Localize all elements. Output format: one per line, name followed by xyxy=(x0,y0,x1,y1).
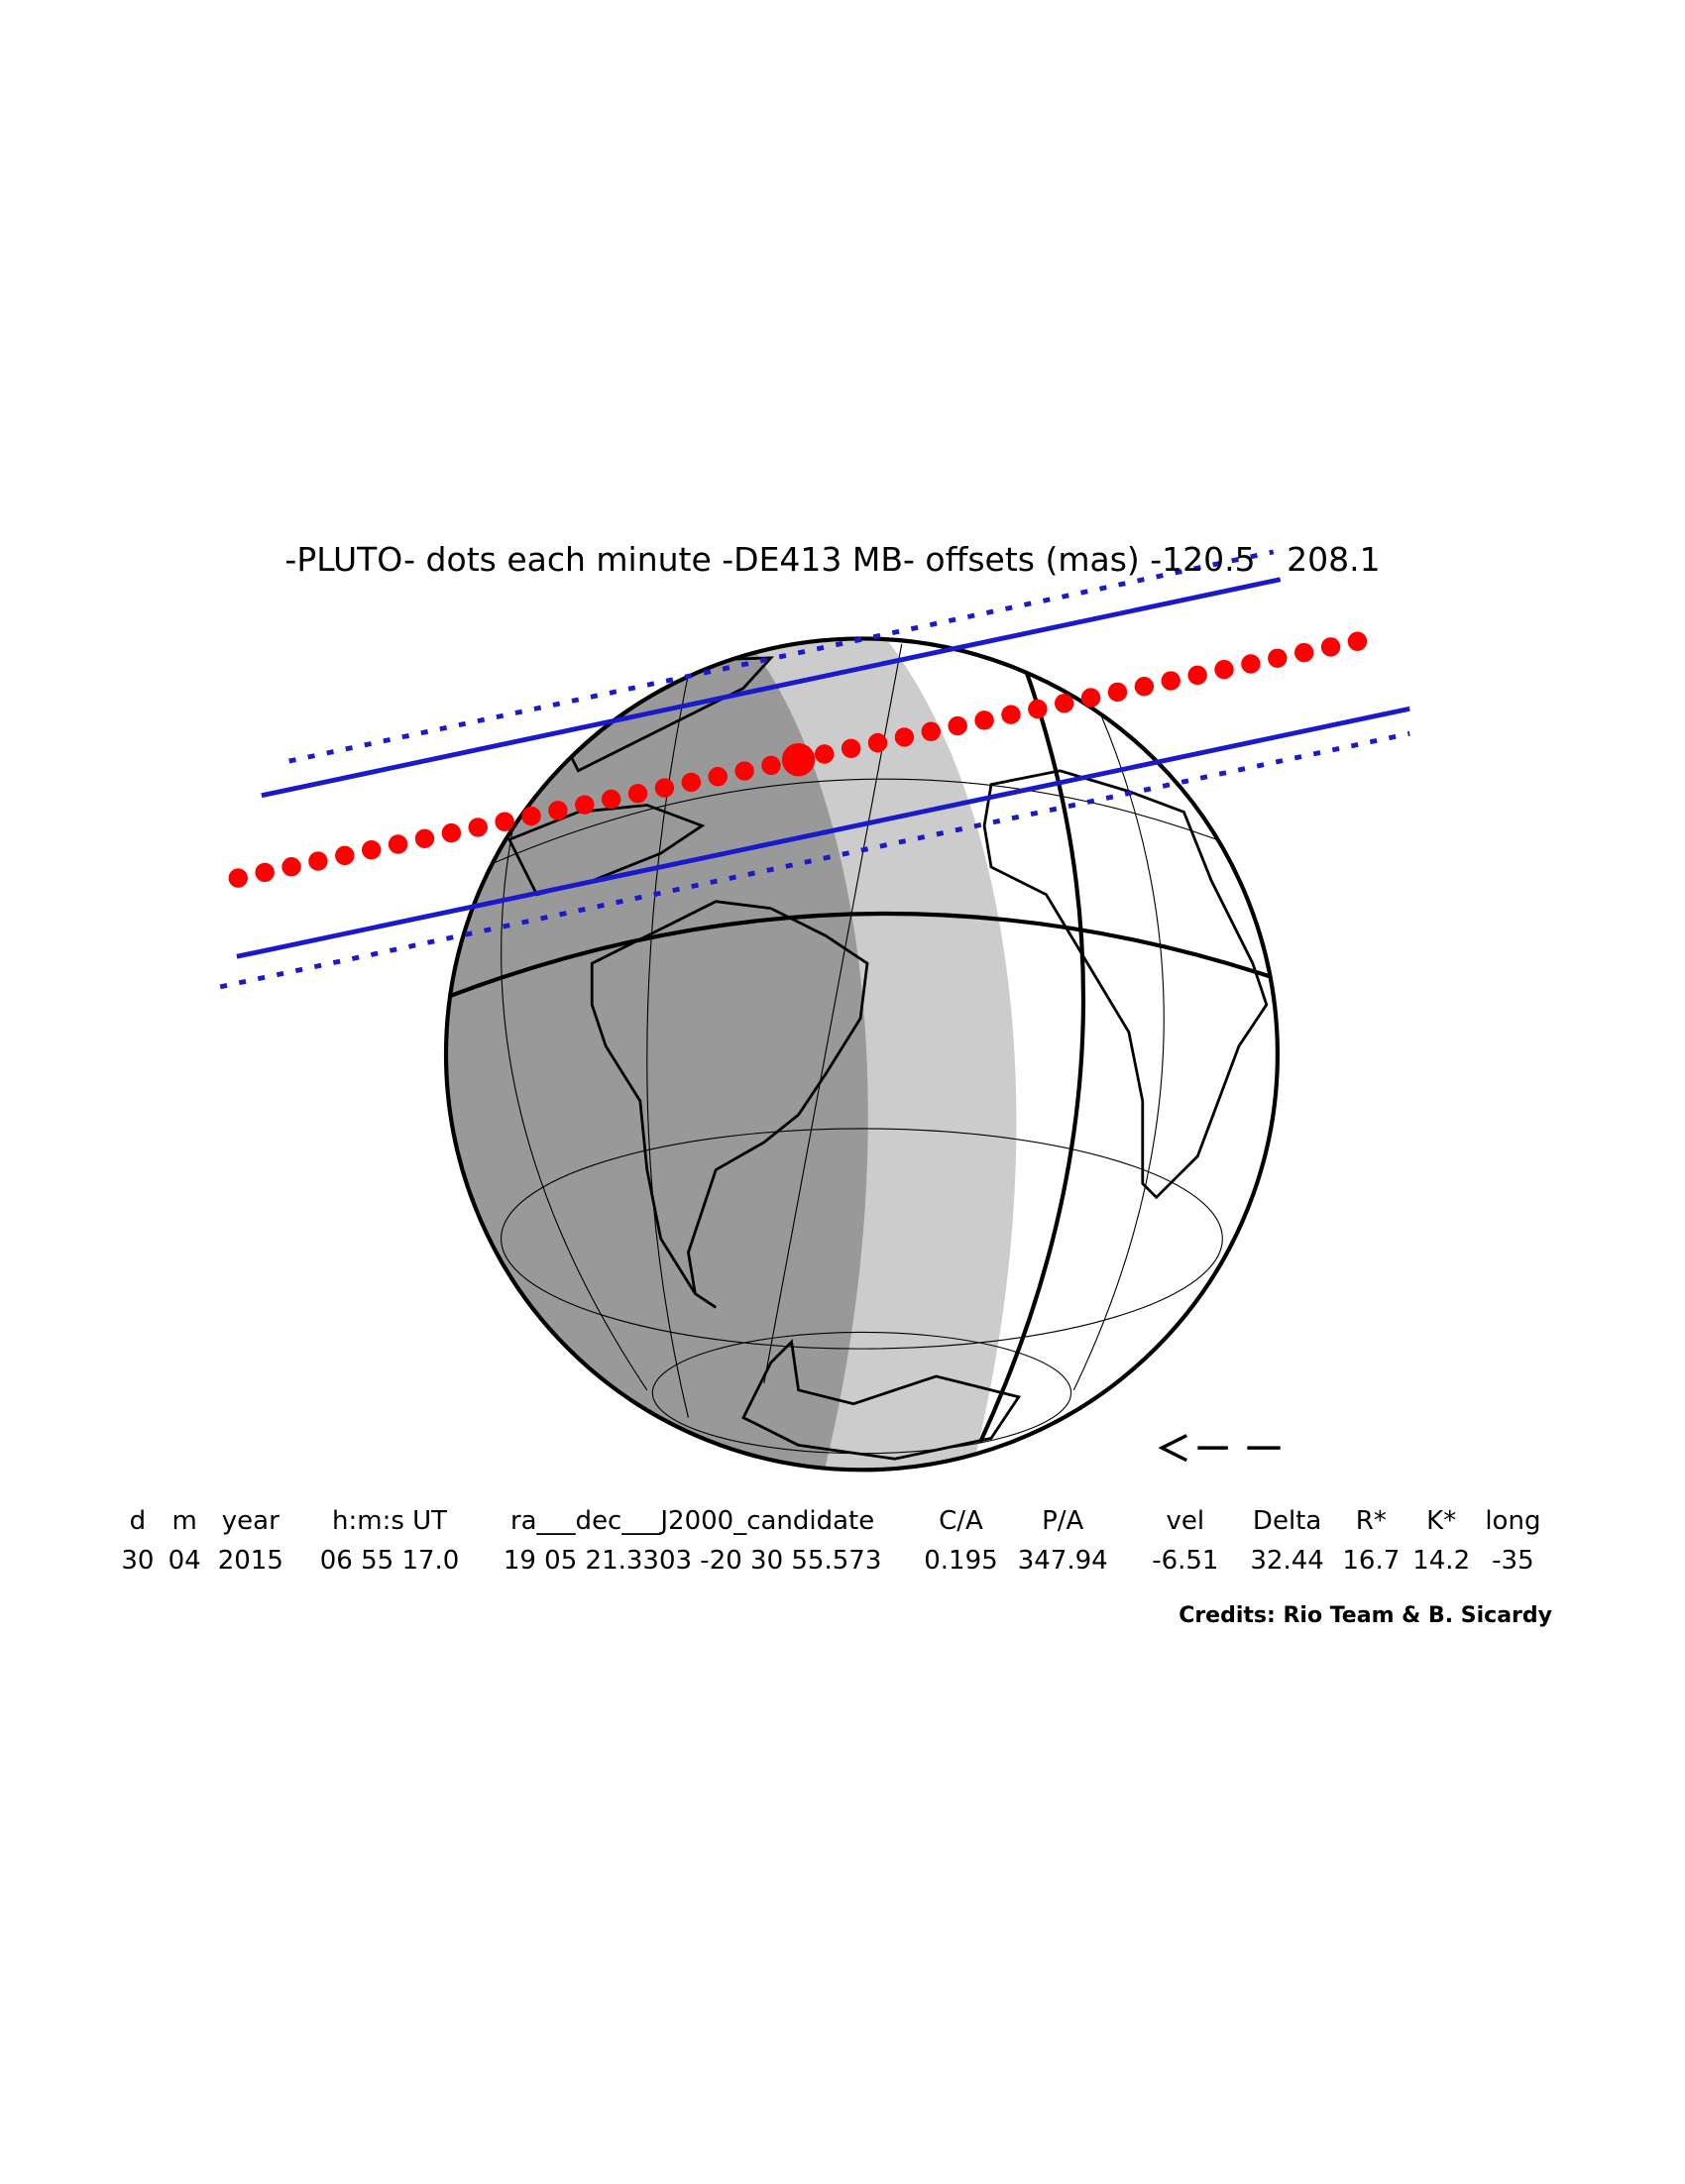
minute-dot xyxy=(1028,699,1048,719)
shadow-limits xyxy=(219,549,1410,990)
minute-dot xyxy=(1347,631,1368,651)
credits: Credits: Rio Team & B. Sicardy xyxy=(1179,1603,1552,1628)
cell-value: 04 xyxy=(168,1546,201,1576)
minute-dot xyxy=(468,818,488,837)
minute-dot xyxy=(1293,642,1314,663)
minute-dot xyxy=(1187,665,1207,686)
column-header: C/A xyxy=(939,1506,983,1536)
column-header: d xyxy=(130,1506,147,1536)
minute-dot xyxy=(894,727,915,747)
minute-dot xyxy=(281,857,301,877)
minute-dot xyxy=(548,801,568,820)
closest-approach-dot xyxy=(781,743,816,777)
minute-dot xyxy=(1268,648,1288,669)
minute-dot xyxy=(388,834,408,854)
cell-value: 347.94 xyxy=(1018,1546,1108,1576)
minute-dot xyxy=(681,772,702,793)
minute-dot xyxy=(441,822,462,843)
minute-dot xyxy=(414,828,435,849)
shadow-edge-north xyxy=(261,577,1282,799)
cell-value: 0.195 xyxy=(924,1546,997,1576)
minute-dot xyxy=(1161,671,1180,691)
ecliptic-line xyxy=(448,911,1278,999)
minute-dot xyxy=(255,862,275,883)
minute-dot xyxy=(1134,677,1155,697)
map-layer xyxy=(219,549,1410,1473)
minute-dot xyxy=(761,755,781,776)
cell-value: 2015 xyxy=(218,1546,283,1576)
minute-dot xyxy=(521,806,541,826)
minute-dot xyxy=(921,721,942,741)
cell-value: 14.2 xyxy=(1412,1546,1470,1576)
cell-value: -6.51 xyxy=(1152,1546,1218,1576)
meridian-line xyxy=(978,657,1086,1444)
column-header: h:m:s UT xyxy=(332,1506,447,1536)
minute-dot xyxy=(867,732,888,753)
cell-value: 19 05 21.3303 -20 30 55.573 xyxy=(504,1546,882,1576)
minute-dot xyxy=(1214,659,1234,680)
column-header: vel xyxy=(1167,1506,1205,1536)
column-header: R* xyxy=(1356,1506,1387,1536)
cell-value: 16.7 xyxy=(1342,1546,1400,1576)
minute-dot xyxy=(1107,682,1128,703)
event-table: d m year h:m:s UT ra___dec___J2000_candidate… xyxy=(121,1506,1540,1576)
uncertainty-north xyxy=(288,549,1275,764)
minute-dot xyxy=(1080,688,1101,708)
centerline-dots xyxy=(228,631,1368,888)
minute-dot xyxy=(654,778,675,798)
minute-dot xyxy=(815,744,835,764)
column-header: year xyxy=(222,1506,280,1536)
minute-dot xyxy=(575,795,595,815)
minute-dot xyxy=(841,738,861,759)
column-header: K* xyxy=(1426,1506,1456,1536)
globe xyxy=(446,638,1278,1471)
minute-dot xyxy=(1320,637,1341,657)
minute-dot xyxy=(948,715,967,736)
minute-dot xyxy=(361,839,382,860)
shadow-edge-south xyxy=(236,706,1410,959)
minute-dot xyxy=(734,761,754,781)
minute-dot xyxy=(974,710,994,730)
map-title: -PLUTO- dots each minute -DE413 MB- offs… xyxy=(284,540,1380,579)
cell-value: -35 xyxy=(1492,1546,1533,1576)
cell-value: 06 55 17.0 xyxy=(320,1546,460,1576)
minute-dot xyxy=(627,784,648,804)
minute-dot xyxy=(1001,705,1021,724)
minute-dot xyxy=(335,845,355,866)
minute-dot xyxy=(228,868,249,888)
column-header: Delta xyxy=(1253,1506,1321,1536)
cell-value: 32.44 xyxy=(1250,1546,1323,1576)
minute-dot xyxy=(1054,694,1074,713)
column-header: P/A xyxy=(1042,1506,1083,1536)
minute-dot xyxy=(601,789,621,810)
column-header: ra___dec___J2000_candidate xyxy=(510,1506,874,1536)
minute-dot xyxy=(308,851,328,871)
direction-arrow xyxy=(1158,1434,1281,1463)
minute-dot xyxy=(708,767,728,787)
minute-dot xyxy=(495,812,514,831)
column-header: long xyxy=(1485,1506,1540,1536)
cell-value: 30 xyxy=(121,1546,154,1576)
minute-dot xyxy=(1241,654,1261,674)
column-header: m xyxy=(171,1506,196,1536)
globe-outline xyxy=(443,636,1280,1473)
